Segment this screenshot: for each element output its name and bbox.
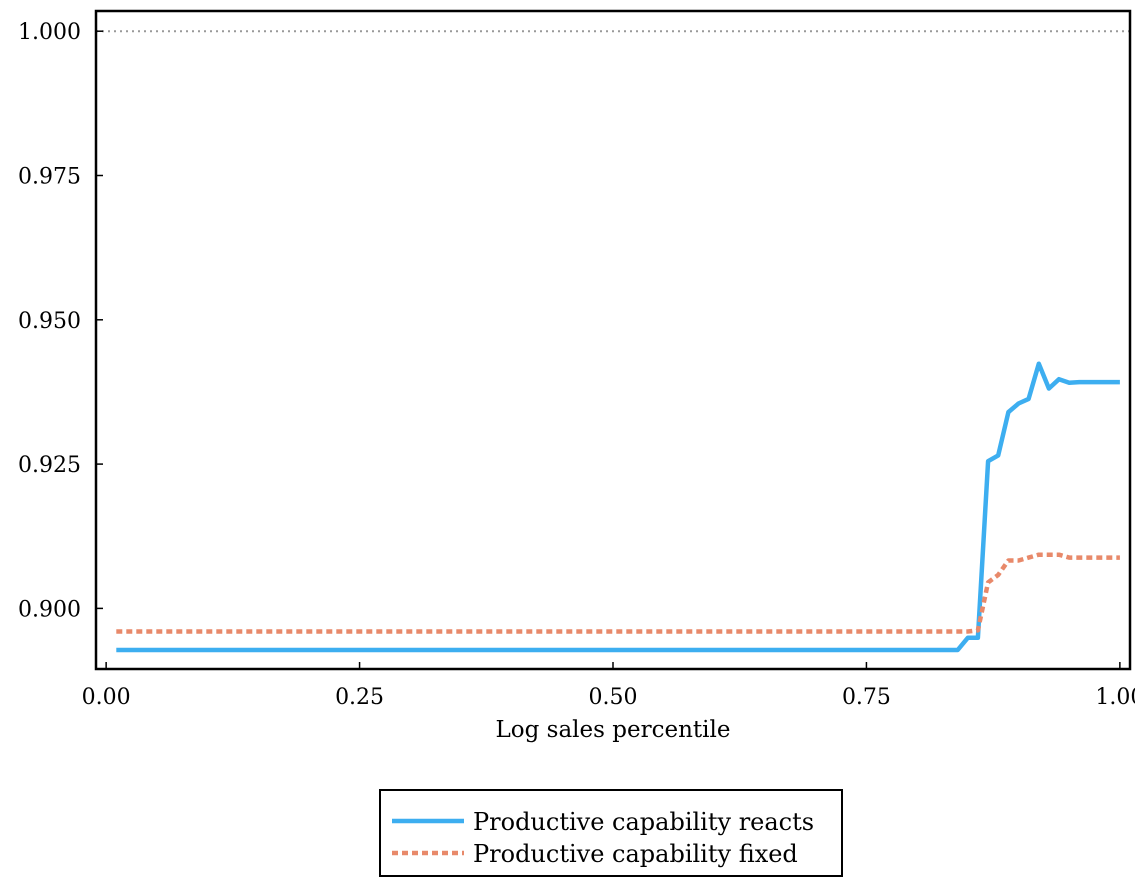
y-tick-label: 0.900 bbox=[18, 597, 81, 622]
legend-box bbox=[379, 789, 843, 877]
legend: Productive capability reacts Productive … bbox=[379, 789, 843, 877]
x-tick-label: 0.25 bbox=[335, 685, 384, 710]
x-axis-label: Log sales percentile bbox=[496, 717, 731, 743]
series-layer bbox=[116, 361, 1120, 653]
series-line-fixed bbox=[116, 552, 1120, 634]
x-tick-label: 1.00 bbox=[1095, 685, 1135, 710]
x-tick-label: 0.50 bbox=[589, 685, 638, 710]
legend-label-fixed: Productive capability fixed bbox=[473, 840, 798, 868]
x-tick-label: 0.75 bbox=[842, 685, 891, 710]
y-tick-label: 1.000 bbox=[18, 20, 81, 45]
y-tick-label: 0.925 bbox=[18, 453, 81, 478]
legend-label-reacts: Productive capability reacts bbox=[473, 808, 814, 836]
x-tick-label: 0.00 bbox=[82, 685, 131, 710]
tick-layer: 0.00 0.25 0.50 0.75 1.00 0.900 0.925 0.950 0.975… bbox=[18, 20, 1135, 710]
y-tick-label: 0.975 bbox=[18, 165, 81, 190]
series-line-reacts bbox=[116, 361, 1120, 653]
y-tick-label: 0.950 bbox=[18, 309, 81, 334]
plot-frame bbox=[94, 9, 1132, 671]
